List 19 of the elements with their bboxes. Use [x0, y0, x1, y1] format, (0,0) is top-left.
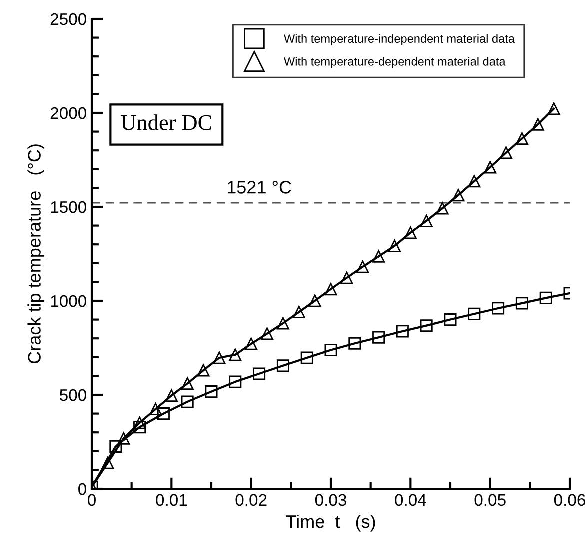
x-tick-label: 0.06	[554, 494, 585, 506]
y-tick-label: 1000	[51, 295, 86, 308]
ref-line-label: 1521 °C	[228, 181, 292, 194]
y-tick-label: 1500	[51, 201, 86, 214]
x-tick-label: 0.05	[474, 494, 506, 506]
x-axis-title: Time t (s)	[286, 514, 376, 532]
y-tick-label: 2500	[50, 13, 86, 26]
x-tick-label: 0.02	[236, 494, 267, 506]
x-tick-label: 0	[88, 494, 96, 506]
y-tick-label: 500	[60, 389, 86, 402]
legend-label: With temperature-dependent material data	[284, 57, 506, 68]
annotation: Under DC	[121, 114, 212, 130]
y-axis-title: Crack tip temperature (°C)	[28, 144, 45, 364]
y-tick-label: 0	[78, 483, 86, 496]
y-tick-label: 2000	[50, 107, 86, 120]
x-tick-label: 0.01	[156, 494, 188, 506]
x-tick-label: 0.03	[315, 494, 346, 506]
x-tick-label: 0.04	[395, 494, 426, 506]
legend-label: With temperature-independent material data	[284, 34, 515, 46]
